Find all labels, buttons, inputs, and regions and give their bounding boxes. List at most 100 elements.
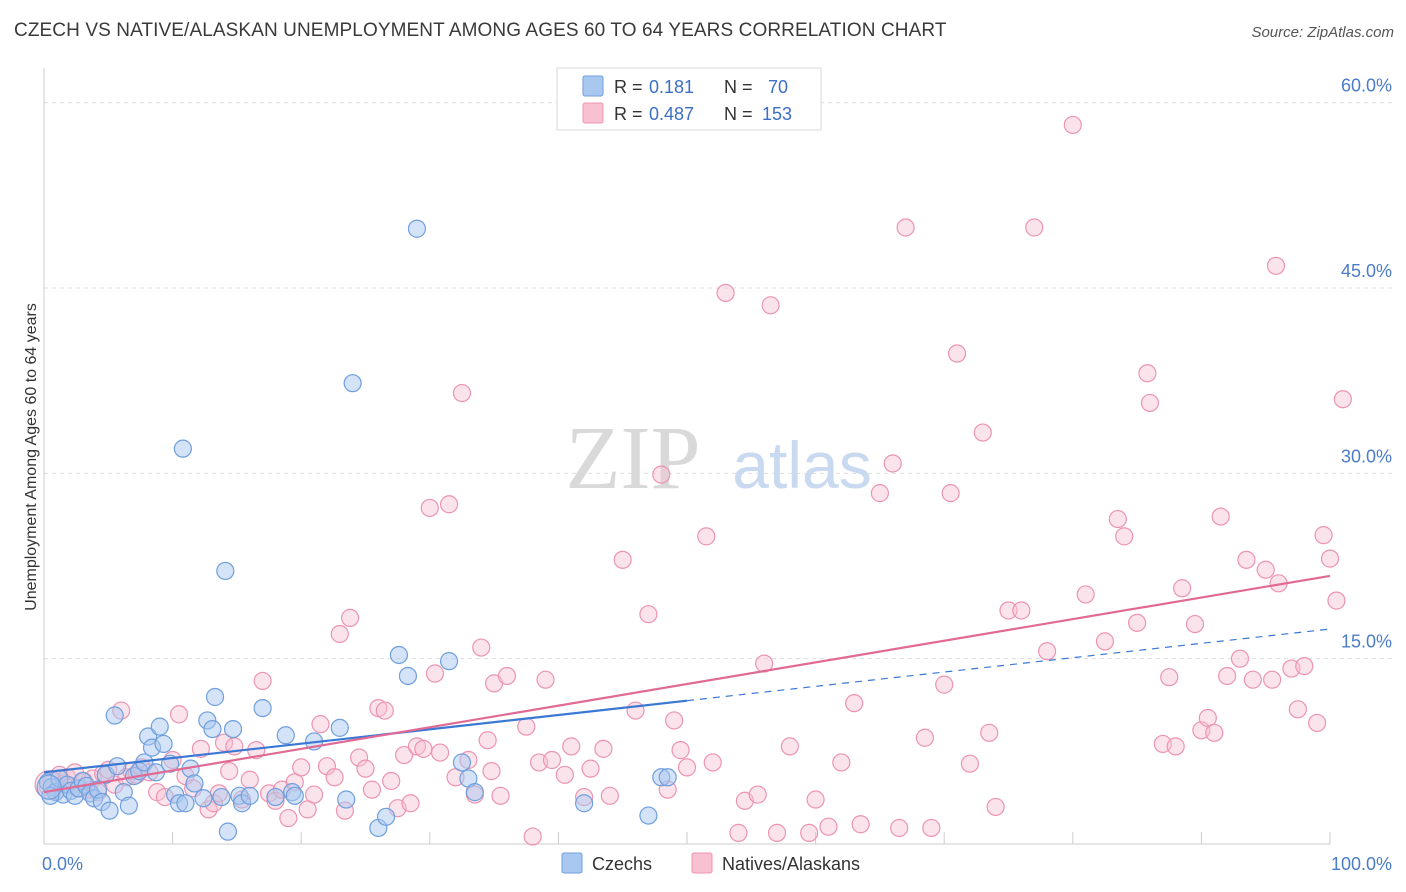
native-point-148 [1243, 670, 1262, 689]
czech-point-40 [212, 787, 231, 807]
native-point-57 [375, 701, 394, 720]
native-point-117 [922, 818, 941, 838]
source-label: Source: ZipAtlas.com [1251, 24, 1394, 41]
czech-point-59 [398, 666, 418, 686]
native-point-61 [401, 794, 420, 813]
native-point-73 [478, 731, 497, 750]
watermark: ZIP atlas [566, 409, 872, 508]
native-point-44 [292, 758, 311, 777]
native-point-127 [1025, 218, 1044, 237]
czech-point-38 [203, 719, 222, 739]
czech-point-48 [266, 787, 285, 807]
native-point-96 [697, 527, 716, 546]
native-point-55 [362, 780, 382, 799]
native-point-88 [613, 550, 632, 569]
native-point-42 [279, 808, 298, 828]
czech-point-16 [100, 801, 119, 820]
native-point-80 [536, 670, 555, 689]
native-point-99 [729, 823, 748, 842]
native-point-63 [414, 739, 433, 758]
native-point-38 [253, 671, 272, 691]
native-point-110 [845, 694, 864, 713]
czech-point-57 [376, 807, 396, 826]
czech-point-42 [218, 822, 237, 841]
native-point-108 [819, 817, 838, 836]
czech-point-46 [240, 786, 259, 805]
watermark-atlas: atlas [732, 428, 871, 502]
chart-title: CZECH VS NATIVE/ALASKAN UNEMPLOYMENT AMO… [14, 20, 947, 41]
native-point-54 [356, 759, 375, 778]
y-tick-label-2: 45.0% [1341, 261, 1392, 281]
native-point-66 [430, 743, 450, 762]
legend-native-r-label: R = [614, 104, 643, 124]
czech-trend-line-dashed [686, 628, 1331, 702]
native-point-113 [883, 454, 902, 473]
legend-czech-swatch [582, 75, 604, 97]
legend-bottom-czech-label: Czechs [592, 854, 652, 874]
native-point-129 [1063, 115, 1082, 135]
czech-point-35 [185, 774, 204, 793]
czech-point-54 [337, 790, 356, 809]
native-point-114 [890, 818, 909, 838]
native-point-137 [1160, 668, 1179, 687]
legend-czech-n-label: N = [724, 77, 753, 97]
native-point-160 [1266, 256, 1286, 275]
native-point-145 [1218, 666, 1237, 686]
native-point-135 [1140, 393, 1160, 413]
native-point-154 [1295, 656, 1314, 676]
native-point-103 [761, 296, 780, 315]
czech-point-36 [194, 789, 213, 808]
native-point-107 [806, 790, 825, 809]
native-point-125 [999, 601, 1018, 620]
series-czechs-points [36, 219, 677, 841]
czech-point-49 [276, 726, 295, 745]
czech-point-28 [154, 734, 173, 754]
czech-point-47 [253, 698, 272, 718]
native-point-140 [1185, 614, 1205, 634]
native-point-65 [425, 664, 445, 683]
native-point-123 [980, 723, 999, 742]
native-point-130 [1076, 585, 1095, 604]
native-point-106 [800, 823, 819, 842]
native-point-138 [1166, 737, 1185, 756]
legend-native-swatch [582, 102, 604, 124]
czech-point-32 [173, 439, 192, 458]
native-point-60 [394, 745, 414, 765]
native-point-64 [420, 498, 439, 518]
native-point-67 [439, 495, 459, 514]
native-point-94 [671, 741, 690, 760]
native-point-101 [748, 785, 767, 804]
native-point-33 [220, 762, 239, 781]
native-point-85 [581, 759, 600, 778]
y-tick-label-1: 30.0% [1341, 446, 1392, 466]
native-point-76 [497, 666, 517, 686]
native-point-126 [1012, 601, 1031, 620]
czech-point-58 [389, 645, 409, 665]
native-point-49 [325, 768, 344, 787]
czech-point-61 [439, 652, 459, 671]
native-point-83 [562, 737, 581, 756]
czech-point-62 [452, 753, 472, 772]
native-point-153 [1288, 700, 1307, 719]
native-point-161 [1138, 364, 1157, 383]
legend-native-n-value: 153 [762, 104, 792, 124]
native-point-150 [1263, 670, 1282, 689]
native-point-159 [1333, 390, 1352, 409]
x-tick-label-0: 0.0% [42, 854, 83, 874]
native-point-91 [652, 465, 671, 484]
czech-point-68 [658, 768, 677, 787]
series-natives-points [34, 115, 1352, 846]
grid-lines [44, 102, 1392, 660]
x-tick-labels: 0.0% 100.0% [42, 854, 1392, 874]
native-point-116 [915, 728, 935, 747]
czech-point-18 [108, 757, 127, 776]
legend-bottom-native-label: Natives/Alaskans [722, 854, 860, 874]
czech-point-43 [223, 719, 243, 739]
native-point-69 [452, 383, 472, 403]
native-point-97 [703, 753, 722, 772]
y-tick-label-3: 60.0% [1341, 76, 1392, 96]
legend-native-r-value: 0.487 [649, 104, 694, 124]
native-point-95 [677, 758, 697, 777]
native-point-81 [542, 750, 562, 770]
native-point-28 [191, 739, 210, 758]
